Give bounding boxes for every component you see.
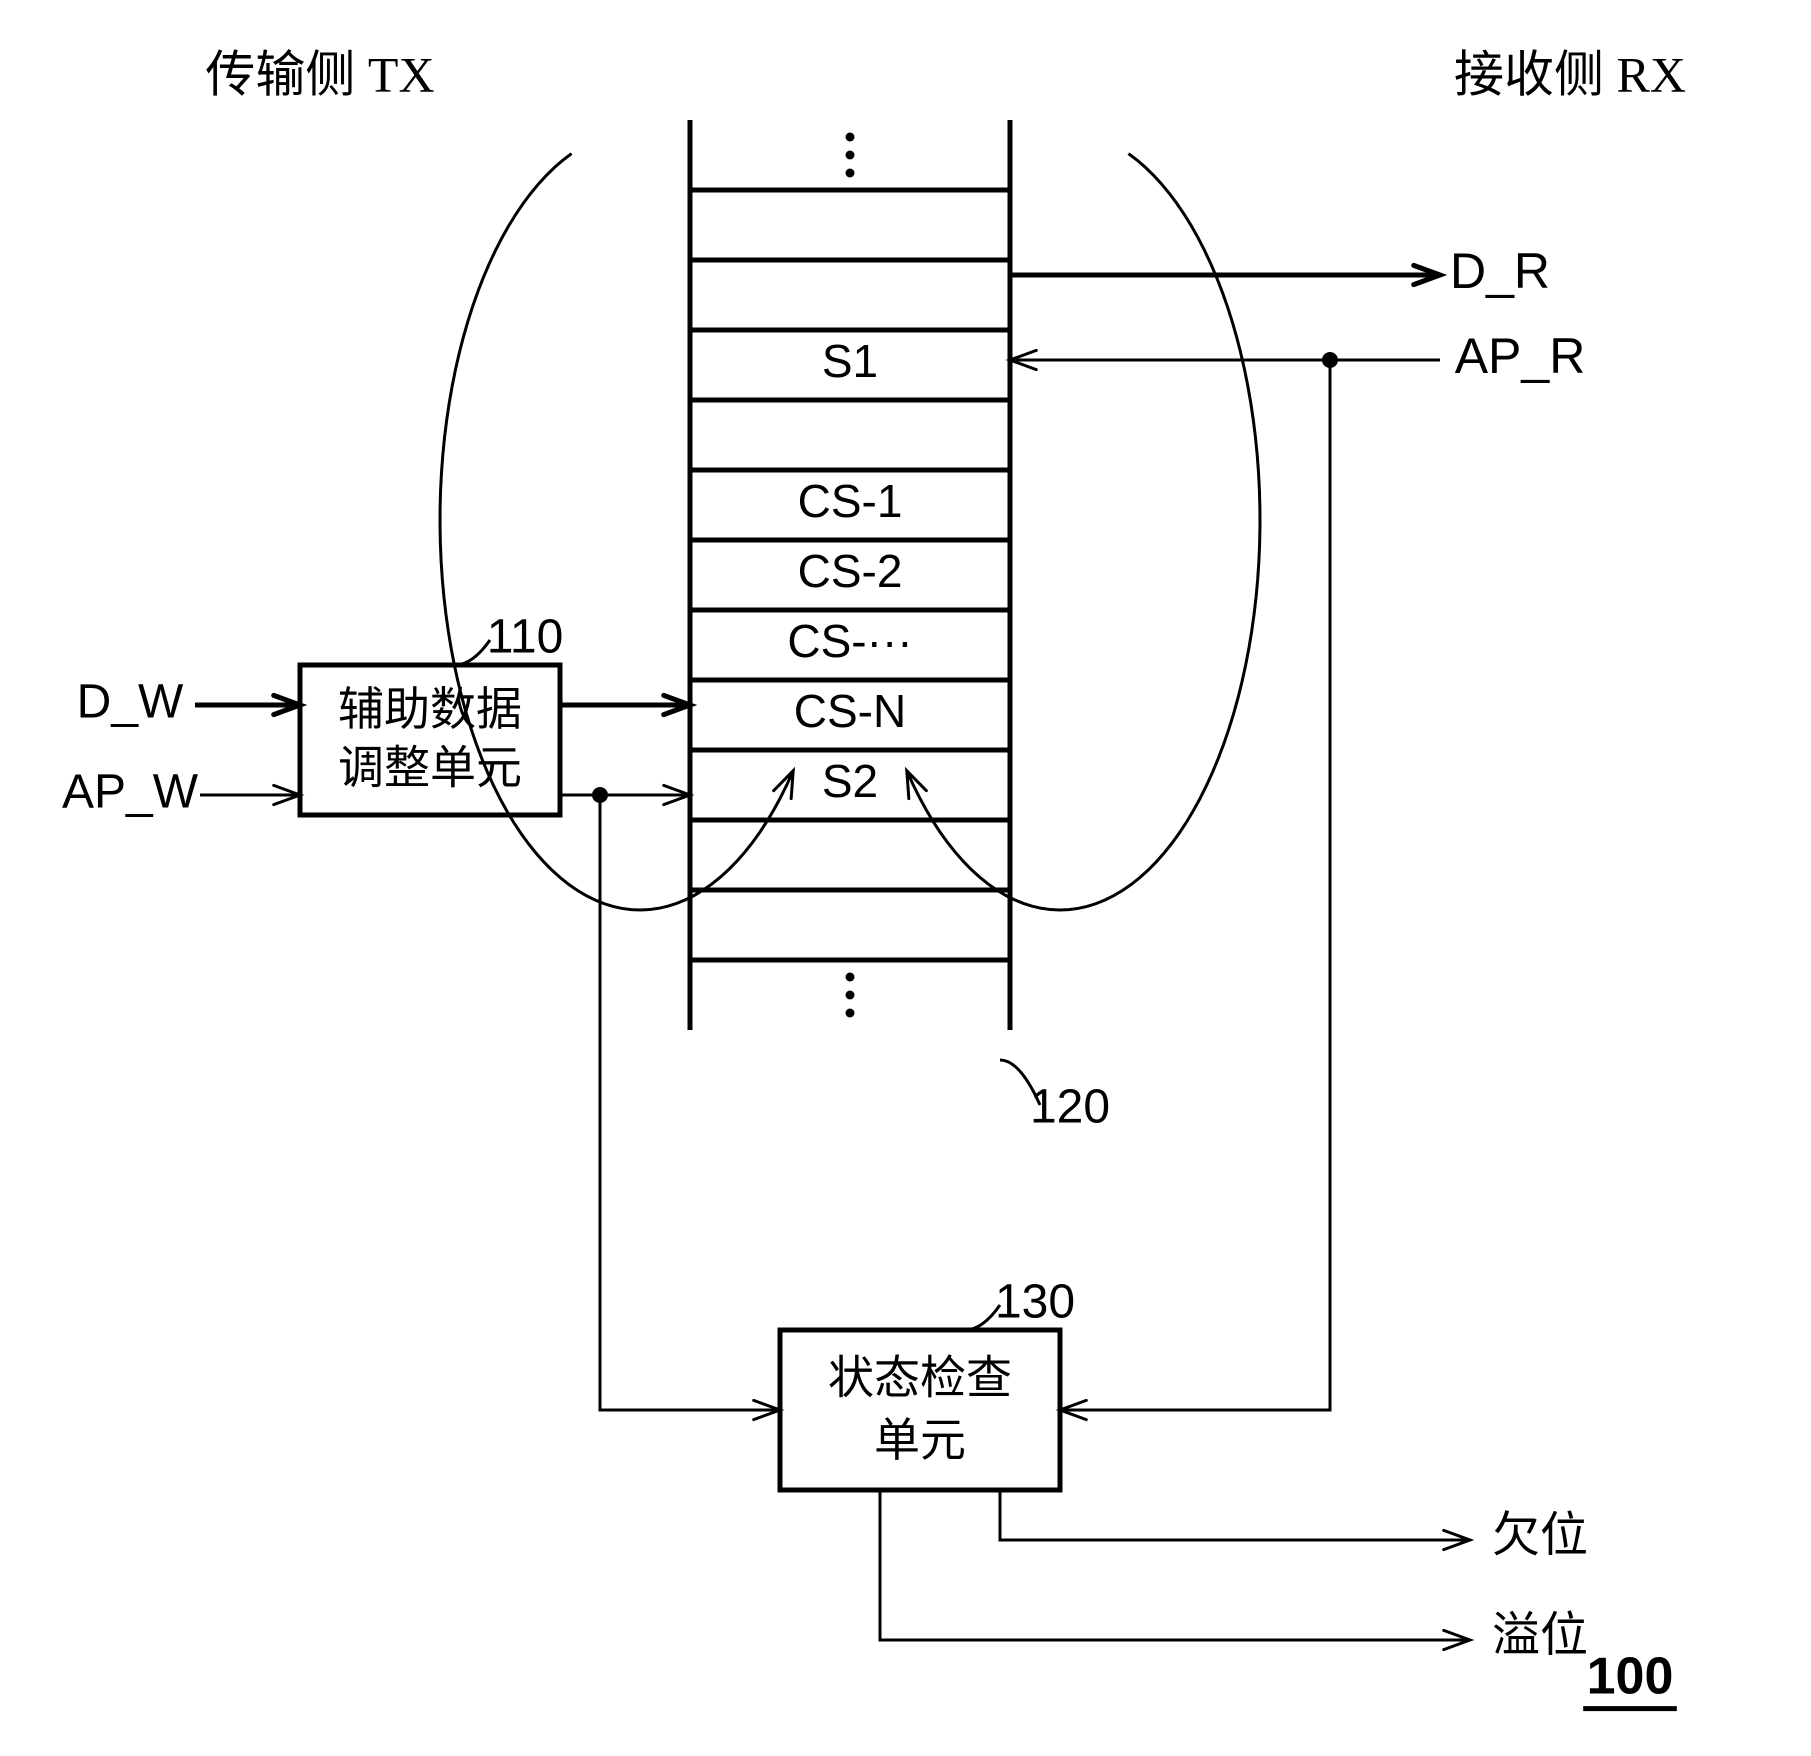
label-dr: D_R <box>1450 243 1550 299</box>
block-130-ref: 130 <box>995 1276 1075 1329</box>
title-rx: 接收侧 RX <box>1454 46 1686 102</box>
buffer-row-label: CS-N <box>794 685 906 737</box>
label-overflow: 溢位 <box>1492 1609 1588 1662</box>
buffer-ref-label: 120 <box>1030 1081 1110 1134</box>
block-130-line1: 状态检查 <box>828 1352 1012 1403</box>
label-apr: AP_R <box>1455 328 1586 384</box>
label-apw: AP_W <box>62 766 199 819</box>
buffer-row-label: CS-2 <box>798 545 903 597</box>
label-dw: D_W <box>77 676 184 729</box>
block-130-line2: 单元 <box>874 1415 966 1466</box>
buffer-row-label: CS-··· <box>787 615 912 667</box>
figure-number: 100 <box>1587 1648 1674 1706</box>
title-tx: 传输侧 TX <box>205 46 434 102</box>
block-110-ref: 110 <box>487 611 564 664</box>
buffer-row-label: CS-1 <box>798 475 903 527</box>
block-110-line1: 辅助数据 <box>338 684 522 735</box>
label-underflow: 欠位 <box>1492 1509 1588 1562</box>
buffer-row-label: S1 <box>822 335 878 387</box>
buffer-row-label: S2 <box>822 755 878 807</box>
